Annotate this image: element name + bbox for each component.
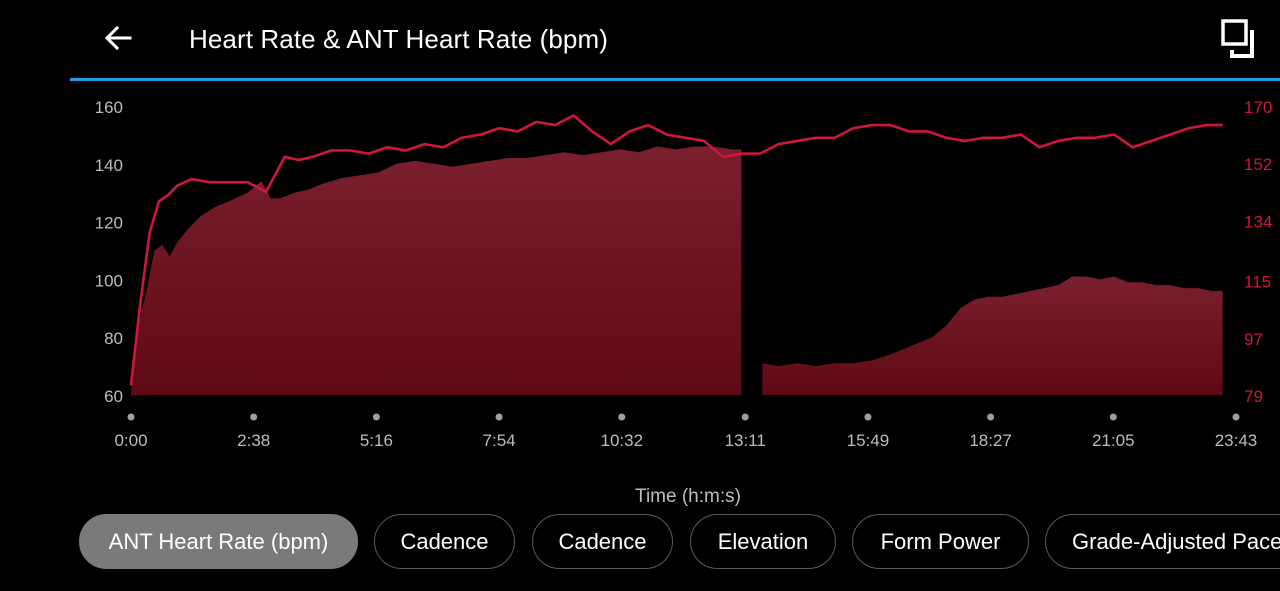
chip-form-power[interactable]: Form Power <box>852 514 1029 569</box>
x-tick-label: 13:11 <box>725 431 766 450</box>
x-tick-dot <box>987 413 995 421</box>
page-title: Heart Rate & ANT Heart Rate (bpm) <box>189 24 608 54</box>
chip-cadence[interactable]: Cadence <box>374 514 515 569</box>
y-right-tick-label: 134 <box>1244 212 1272 231</box>
y-left-tick-label: 160 <box>95 98 123 117</box>
chip-cadence-2[interactable]: Cadence <box>532 514 673 569</box>
arrow-left-icon <box>103 23 133 58</box>
chip-label: Grade-Adjusted Pace <box>1072 528 1280 554</box>
y-right-tick-label: 97 <box>1244 330 1263 349</box>
x-tick-dot <box>127 413 135 421</box>
x-tick-label: 0:00 <box>114 431 147 450</box>
chip-label: ANT Heart Rate (bpm) <box>108 528 329 554</box>
fullscreen-icon <box>1220 18 1260 63</box>
x-tick-dot <box>495 413 503 421</box>
x-tick-label: 5:16 <box>360 431 393 450</box>
chip-ant-heart-rate[interactable]: ANT Heart Rate (bpm) <box>79 514 358 569</box>
x-tick-dot <box>1232 413 1240 421</box>
y-left-tick-label: 100 <box>95 271 123 290</box>
heart-rate-area-1 <box>131 146 742 395</box>
y-right-tick-label: 115 <box>1244 273 1271 292</box>
x-tick-label: 7:54 <box>483 431 516 450</box>
y-right-tick-label: 170 <box>1244 98 1272 117</box>
y-left-tick-label: 140 <box>95 156 123 175</box>
x-tick-dot <box>864 413 872 421</box>
x-axis-title: Time (h:m:s) <box>635 486 741 507</box>
y-left-tick-label: 80 <box>104 329 123 348</box>
y-right-tick-label: 152 <box>1244 155 1272 174</box>
x-tick-dot <box>250 413 258 421</box>
chart: 60 80 100 120 140 160 79 97 115 134 152 170 0:00 2:38… <box>95 98 1273 450</box>
y-left-tick-label: 60 <box>104 387 123 406</box>
x-tick-label: 21:05 <box>1092 431 1135 450</box>
x-tick-label: 2:38 <box>237 431 270 450</box>
x-tick-dot <box>618 413 626 421</box>
x-tick-label: 23:43 <box>1215 431 1258 450</box>
x-tick-label: 10:32 <box>600 431 643 450</box>
x-tick-label: 18:27 <box>969 431 1012 450</box>
x-tick-dot <box>372 413 380 421</box>
chip-elevation[interactable]: Elevation <box>690 514 836 569</box>
header-divider <box>70 78 1280 81</box>
metric-chip-bar: ANT Heart Rate (bpm) Cadence Cadence Ele… <box>79 514 1280 571</box>
chip-label: Form Power <box>880 528 1001 554</box>
x-tick-label: 15:49 <box>847 431 890 450</box>
chip-label: Cadence <box>400 528 489 554</box>
heart-rate-area-2 <box>762 276 1223 395</box>
y-right-tick-label: 79 <box>1244 387 1263 406</box>
chip-label: Cadence <box>558 528 647 554</box>
ant-heart-rate-line <box>129 114 1223 386</box>
chip-grade-adjusted-pace[interactable]: Grade-Adjusted Pace <box>1045 514 1280 569</box>
y-left-tick-label: 120 <box>95 214 123 233</box>
back-button[interactable] <box>96 18 140 62</box>
fullscreen-button[interactable] <box>1214 14 1266 66</box>
x-tick-dot <box>741 413 749 421</box>
x-tick-dot <box>1109 413 1117 421</box>
chip-label: Elevation <box>717 528 809 554</box>
